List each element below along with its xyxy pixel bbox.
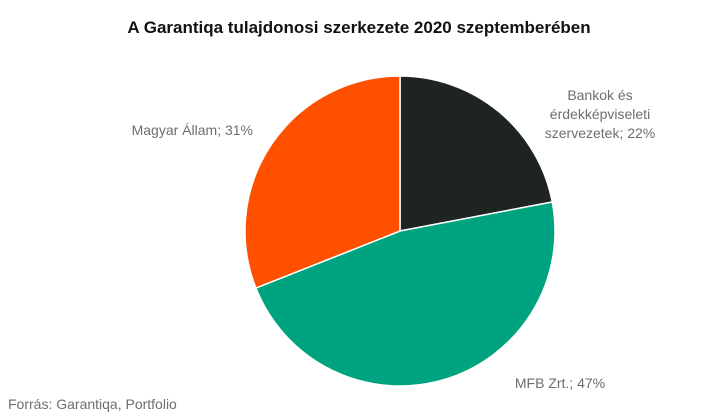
source-note: Forrás: Garantiqa, Portfolio — [8, 396, 177, 412]
slice-label: Magyar Állam; 31% — [131, 122, 253, 138]
pie-slice — [254, 201, 556, 387]
chart-title: A Garantiqa tulajdonosi szerkezete 2020 … — [127, 18, 591, 37]
slice-label: MFB Zrt.; 47% — [514, 375, 606, 391]
pie-slice — [399, 75, 554, 232]
slice-label: Bankok és érdekképviseleti szervezetek; … — [544, 87, 656, 141]
pie-slice — [244, 75, 401, 290]
